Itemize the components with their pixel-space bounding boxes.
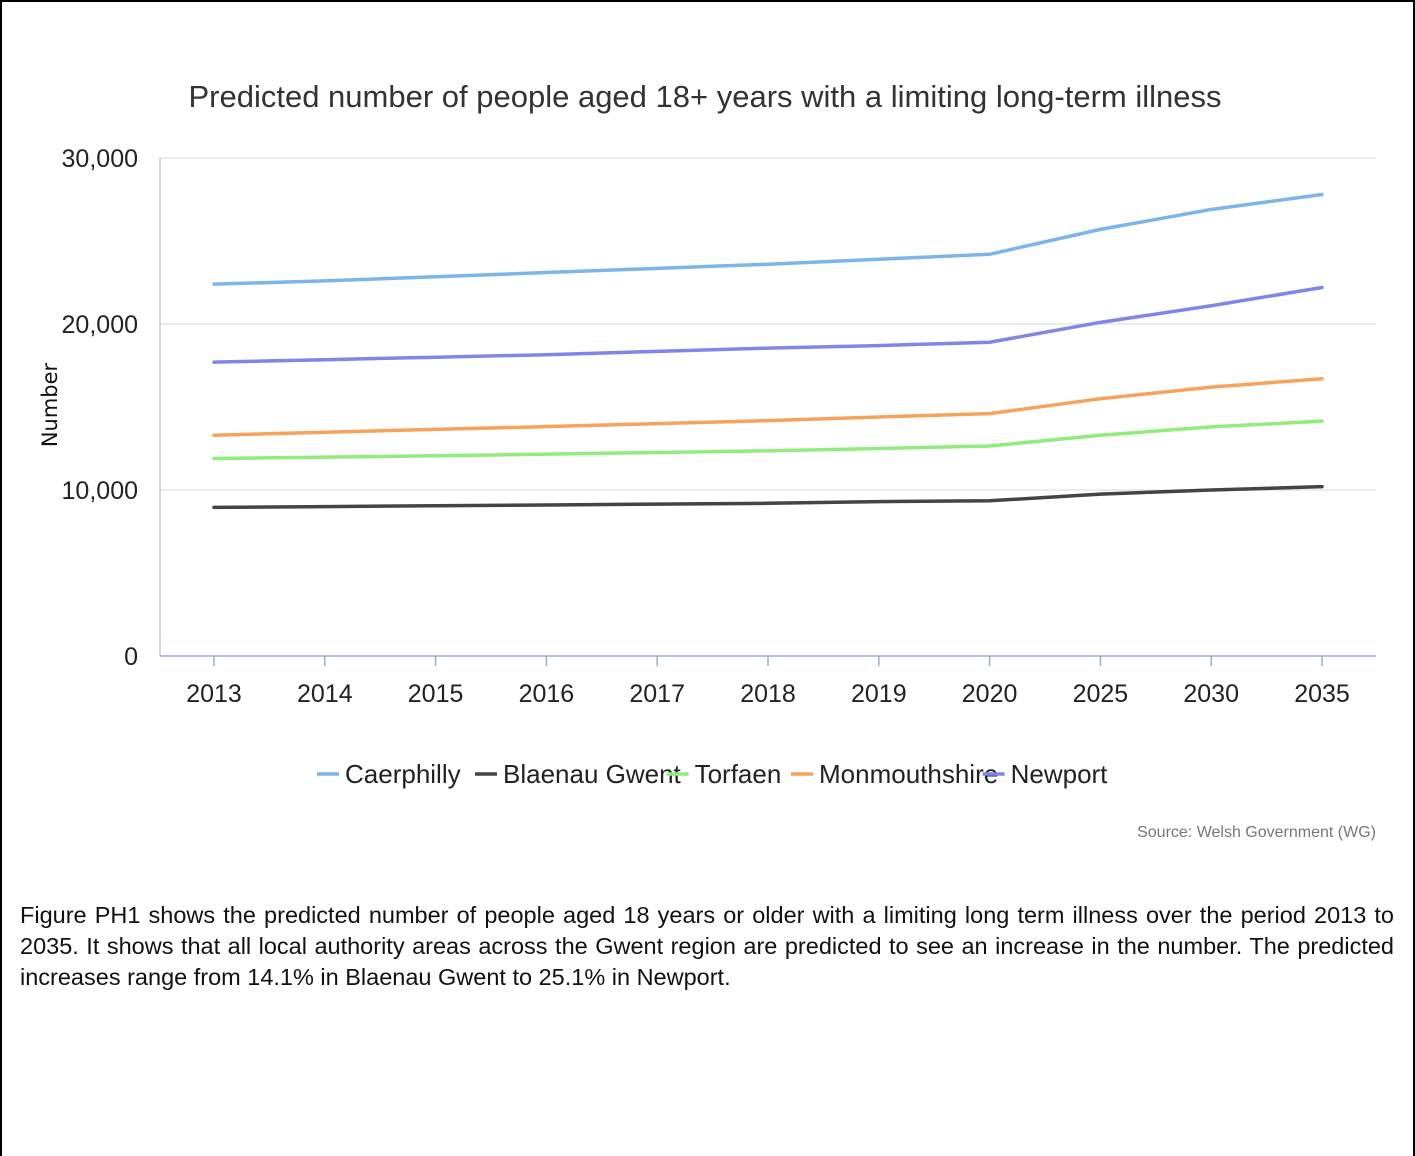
y-tick-labels: 0 10,000 20,000 30,000	[62, 145, 138, 671]
x-tick-label: 2020	[962, 680, 1018, 708]
legend-item-caerphilly[interactable]: Caerphilly	[317, 759, 461, 789]
series-lines	[212, 192, 1324, 510]
source-credit: Source: Welsh Government (WG)	[1137, 824, 1376, 841]
series-line-newport[interactable]	[212, 285, 1324, 364]
legend-label: Newport	[1011, 759, 1109, 789]
x-tick-label: 2014	[297, 680, 353, 708]
chart-title: Predicted number of people aged 18+ year…	[188, 79, 1221, 114]
x-tick-label: 2013	[186, 680, 242, 708]
x-tick-label: 2035	[1294, 680, 1350, 708]
legend-label: Caerphilly	[345, 759, 461, 789]
x-tick-label: 2015	[408, 680, 464, 708]
x-tick-label: 2030	[1183, 680, 1239, 708]
y-tick-label: 20,000	[62, 311, 138, 339]
series-line-blaenau-gwent[interactable]	[212, 484, 1324, 510]
legend-item-torfaen[interactable]: Torfaen	[666, 759, 782, 789]
x-tick-label: 2017	[629, 680, 685, 708]
legend-item-monmouthshire[interactable]: Monmouthshire	[791, 759, 998, 789]
y-tick-label: 0	[124, 643, 138, 671]
series-line-monmouthshire[interactable]	[212, 377, 1324, 437]
x-tick-label: 2025	[1073, 680, 1129, 708]
x-tick-label: 2016	[519, 680, 575, 708]
legend-label: Blaenau Gwent	[503, 759, 682, 789]
axes	[159, 158, 1376, 666]
x-tick-label: 2019	[851, 680, 907, 708]
y-tick-label: 30,000	[62, 145, 138, 173]
legend-item-blaenau-gwent[interactable]: Blaenau Gwent	[475, 759, 682, 789]
legend-item-newport[interactable]: Newport	[982, 759, 1109, 789]
y-axis-title: Number	[38, 362, 62, 447]
legend[interactable]: Caerphilly Blaenau Gwent Torfaen Monmouthsh…	[317, 759, 1108, 789]
x-tick-labels: 2013 2014 2015 2016 2017 2018 2019 2020 2025 2030…	[186, 680, 1350, 708]
x-tick-label: 2018	[740, 680, 796, 708]
gridlines	[160, 157, 1376, 491]
legend-label: Torfaen	[695, 759, 782, 789]
y-tick-label: 10,000	[62, 477, 138, 505]
line-chart: Predicted number of people aged 18+ year…	[38, 79, 1376, 841]
legend-label: Monmouthshire	[819, 759, 998, 789]
series-line-caerphilly[interactable]	[212, 192, 1324, 286]
series-line-torfaen[interactable]	[212, 419, 1324, 461]
figure-caption: Figure PH1 shows the predicted number of…	[20, 902, 1394, 990]
